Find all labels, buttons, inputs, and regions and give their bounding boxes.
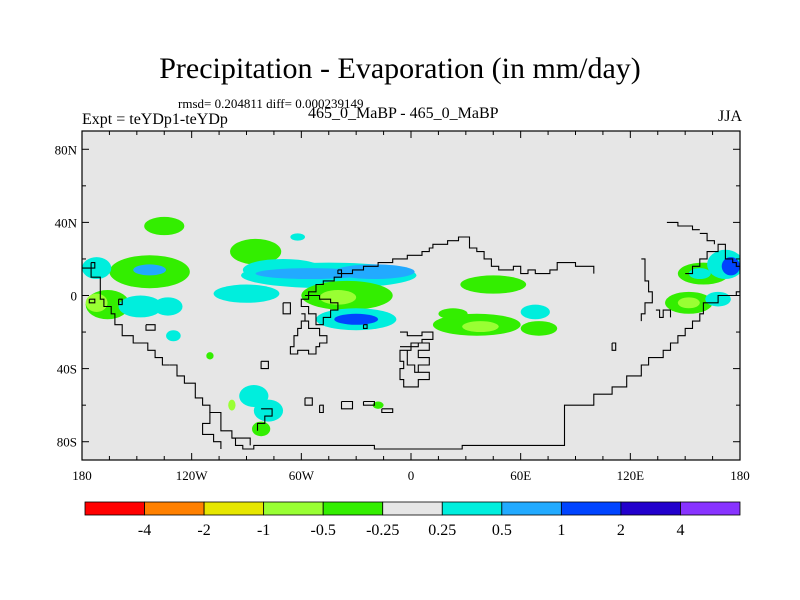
x-tick-label-1: 120W xyxy=(176,468,209,483)
coastline-28 xyxy=(362,324,368,329)
axis-ticks: 180 120W 60W 0 60E 120E 180 80N 40N 0 40S 80S xyxy=(55,131,750,483)
colorbar-box-0 xyxy=(84,501,145,516)
anomaly-cell-11 xyxy=(334,264,415,280)
coastline-25 xyxy=(699,232,715,245)
colorbar-label-4: -0.25 xyxy=(366,522,399,539)
y-tick-label-4: 80S xyxy=(57,435,77,450)
anomaly-cell-20 xyxy=(462,321,499,333)
coastline-14 xyxy=(381,408,394,414)
season-label: JJA xyxy=(717,108,742,125)
anomaly-cell-2 xyxy=(82,257,112,280)
y-tick-label-3: 40S xyxy=(57,362,77,377)
coastline-12 xyxy=(340,400,354,410)
colorbar-label-2: -1 xyxy=(257,522,270,539)
anomaly-cell-1 xyxy=(133,264,167,276)
colorbar-box-5 xyxy=(382,501,443,516)
coastline-15 xyxy=(289,313,328,355)
y-tick-label-0: 80N xyxy=(55,142,78,157)
experiment-label: Expt = teYDp1-teYDp xyxy=(82,111,228,128)
anomaly-cell-17 xyxy=(334,313,379,325)
coastline-1 xyxy=(145,324,156,331)
coastline-18 xyxy=(399,331,434,388)
anomaly-cell-29 xyxy=(677,297,700,309)
coastline-8 xyxy=(231,437,251,446)
colorbar-box-10 xyxy=(680,501,741,516)
coastlines xyxy=(82,221,740,450)
anomaly-cell-38 xyxy=(290,233,305,241)
x-tick-label-0: 180 xyxy=(72,468,92,483)
coastline-7 xyxy=(202,412,222,449)
y-tick-label-1: 40N xyxy=(55,215,78,230)
colorbar-box-2 xyxy=(203,501,265,516)
coastline-13 xyxy=(362,400,375,406)
colorbar-label-8: 2 xyxy=(617,522,625,539)
colorbar-label-3: -0.5 xyxy=(311,522,336,539)
anomaly-cell-5 xyxy=(118,295,163,318)
coastline-19 xyxy=(400,342,430,373)
colorbar: -4 -2 -1 -0.5 -0.25 0.25 0.5 1 2 4 xyxy=(84,501,741,539)
x-tick-label-6: 180 xyxy=(730,468,750,483)
anomaly-cell-4 xyxy=(85,293,108,312)
anomaly-field xyxy=(82,216,740,437)
anomaly-cell-13 xyxy=(144,216,185,236)
colorbar-label-5: 0.25 xyxy=(428,522,456,539)
anomaly-cell-23 xyxy=(520,304,550,320)
colorbar-box-6 xyxy=(441,501,503,516)
anomaly-cell-35 xyxy=(372,401,384,409)
anomaly-cell-15 xyxy=(319,290,357,305)
anomaly-cell-25 xyxy=(688,268,711,280)
coastline-26 xyxy=(337,269,343,275)
coastline-3 xyxy=(118,298,123,306)
anomaly-cell-33 xyxy=(251,421,271,437)
coastline-22 xyxy=(640,258,653,322)
anomaly-cell-22 xyxy=(438,308,468,320)
colorbar-box-1 xyxy=(144,501,205,516)
anomaly-cell-34 xyxy=(228,399,236,411)
colorbar-label-9: 4 xyxy=(676,522,684,539)
anomaly-cell-36 xyxy=(166,330,181,342)
colorbar-label-0: -4 xyxy=(138,522,151,539)
colorbar-label-6: 0.5 xyxy=(492,522,512,539)
coastline-29 xyxy=(282,302,291,315)
anomaly-cell-6 xyxy=(153,297,183,316)
colorbar-box-7 xyxy=(501,501,562,516)
anomaly-cell-27 xyxy=(721,257,740,276)
coastline-10 xyxy=(304,397,313,406)
coastline-11 xyxy=(319,404,324,414)
colorbar-label-7: 1 xyxy=(557,522,565,539)
x-tick-label-5: 120E xyxy=(617,468,645,483)
coastline-17 xyxy=(300,294,339,326)
anomaly-cell-21 xyxy=(520,321,558,336)
colorbar-label-1: -2 xyxy=(197,522,210,539)
coastline-5 xyxy=(90,262,96,269)
coastline-23 xyxy=(655,309,672,318)
coastline-16 xyxy=(305,236,595,300)
coastline-21 xyxy=(685,243,740,275)
coastline-9 xyxy=(256,408,273,431)
stats-text: rmsd= 0.204811 diff= 0.000239149 xyxy=(178,96,364,111)
anomaly-cell-18 xyxy=(460,275,527,294)
colorbar-box-9 xyxy=(620,501,681,516)
coastline-24 xyxy=(666,221,700,231)
anomaly-cell-32 xyxy=(253,399,284,422)
chart-title: Precipitation - Evaporation (in mm/day) xyxy=(159,52,641,85)
anomaly-cell-37 xyxy=(206,352,214,360)
map-background xyxy=(82,131,740,460)
colorbar-box-4 xyxy=(322,501,384,516)
coastline-6 xyxy=(169,291,740,450)
coastline-27 xyxy=(260,360,269,370)
anomaly-cell-7 xyxy=(230,238,282,265)
case-label: 465_0_MaBP - 465_0_MaBP xyxy=(308,105,499,122)
coastline-20 xyxy=(611,342,617,351)
coastline-2 xyxy=(88,298,96,304)
y-tick-label-2: 0 xyxy=(71,289,78,304)
anomaly-cell-12 xyxy=(213,284,280,303)
colorbar-box-8 xyxy=(560,501,622,516)
coastline-0 xyxy=(82,267,170,366)
x-tick-label-3: 0 xyxy=(408,468,415,483)
colorbar-box-3 xyxy=(263,501,324,516)
x-tick-label-4: 60E xyxy=(510,468,531,483)
x-tick-label-2: 60W xyxy=(289,468,315,483)
